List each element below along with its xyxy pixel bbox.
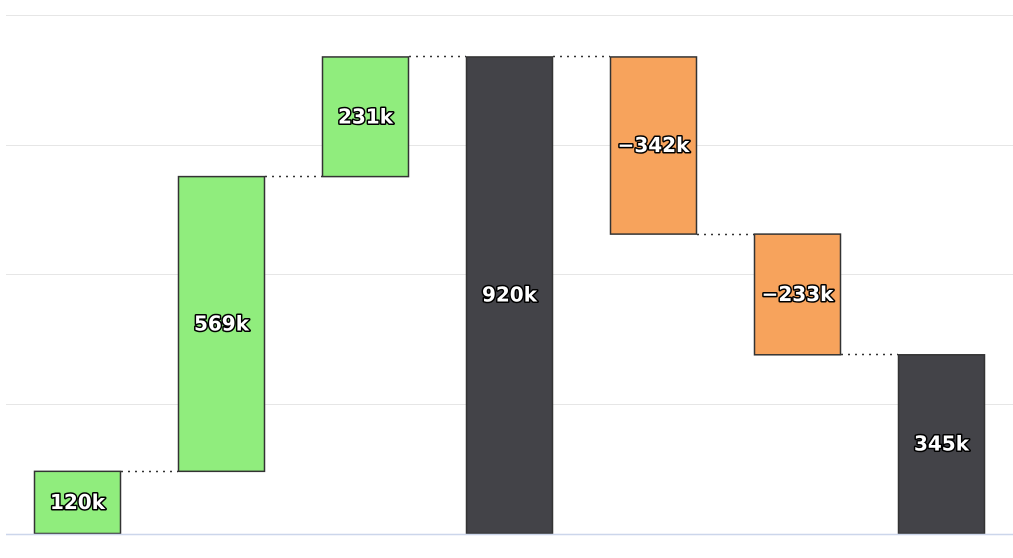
waterfall-bar — [753, 233, 842, 356]
bar-data-label: −342k — [618, 133, 691, 157]
bar-data-label: 120k — [50, 490, 106, 514]
waterfall-bar — [609, 56, 698, 235]
bar-data-label: 920k — [482, 283, 538, 307]
waterfall-bar — [897, 354, 986, 535]
waterfall-bar — [465, 56, 554, 535]
bars — [33, 56, 986, 535]
waterfall-bar — [33, 470, 122, 535]
waterfall-bar — [177, 175, 266, 473]
bar-data-label: 231k — [338, 104, 394, 128]
bar-data-label: 569k — [194, 311, 250, 335]
connector-lines — [121, 55, 898, 473]
bar-data-label: 345k — [914, 432, 970, 456]
bar-data-label: −233k — [762, 282, 835, 306]
data-labels: 120k 569k 231k 920k −342k −233k 345k — [48, 103, 971, 516]
waterfall-bar — [321, 56, 410, 178]
